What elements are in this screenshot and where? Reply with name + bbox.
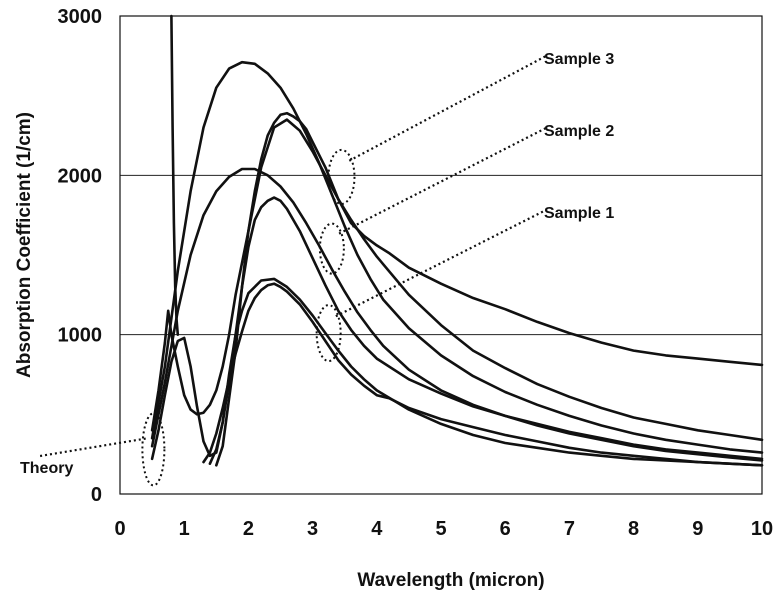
annotation-oval bbox=[327, 148, 356, 205]
series-curve-8 bbox=[170, 14, 180, 336]
x-tick-labels: 0 1 2 3 4 5 6 7 8 9 10 bbox=[114, 518, 773, 540]
series-curve-5 bbox=[150, 60, 764, 454]
annotation-oval bbox=[315, 304, 342, 363]
annotation-label: Sample 2 bbox=[544, 123, 614, 140]
annotation-label: Sample 3 bbox=[544, 51, 614, 68]
x-tick-label: 4 bbox=[371, 518, 383, 540]
x-tick-label: 5 bbox=[435, 518, 446, 540]
grid-lines bbox=[120, 174, 762, 336]
y-tick-label: 3000 bbox=[58, 6, 103, 28]
x-tick-label: 6 bbox=[500, 518, 511, 540]
annotation-sample-3: Sample 3 bbox=[327, 51, 614, 205]
annotation-label: Theory bbox=[20, 460, 73, 477]
x-axis-title: Wavelength (micron) bbox=[357, 570, 544, 591]
x-tick-label: 2 bbox=[243, 518, 254, 540]
y-tick-label: 2000 bbox=[58, 165, 103, 187]
data-series bbox=[150, 14, 764, 467]
annotation-sample-2: Sample 2 bbox=[318, 123, 614, 275]
annotation-label: Sample 1 bbox=[544, 205, 614, 222]
annotation-leader bbox=[338, 127, 547, 235]
x-tick-label: 9 bbox=[692, 518, 703, 540]
y-tick-labels: 0 1000 2000 3000 bbox=[58, 6, 103, 506]
y-tick-label: 1000 bbox=[58, 325, 103, 347]
series-curve-4 bbox=[150, 118, 764, 442]
series-sample-1 bbox=[202, 282, 764, 467]
x-tick-label: 1 bbox=[179, 518, 190, 540]
x-tick-label: 10 bbox=[751, 518, 773, 540]
x-tick-label: 7 bbox=[564, 518, 575, 540]
x-tick-label: 8 bbox=[628, 518, 639, 540]
annotation-oval bbox=[318, 222, 345, 275]
annotation-leader bbox=[39, 437, 146, 458]
x-tick-label: 3 bbox=[307, 518, 318, 540]
x-tick-label: 0 bbox=[114, 518, 125, 540]
series-sample-2 bbox=[208, 196, 764, 465]
series-curve-6 bbox=[150, 167, 764, 462]
annotation-leader bbox=[335, 209, 547, 318]
annotation-oval bbox=[141, 412, 166, 487]
series-curve-7 bbox=[150, 277, 764, 467]
y-axis-title: Absorption Coefficient (1/cm) bbox=[14, 112, 35, 378]
annotation-sample-1: Sample 1 bbox=[315, 205, 614, 363]
annotation-leader bbox=[348, 55, 547, 162]
y-tick-label: 0 bbox=[91, 484, 102, 506]
annotation-theory: Theory bbox=[20, 412, 166, 487]
annotations: Sample 3 Sample 2 Sample 1 Theory bbox=[20, 51, 614, 487]
plot-area-frame bbox=[119, 15, 763, 495]
